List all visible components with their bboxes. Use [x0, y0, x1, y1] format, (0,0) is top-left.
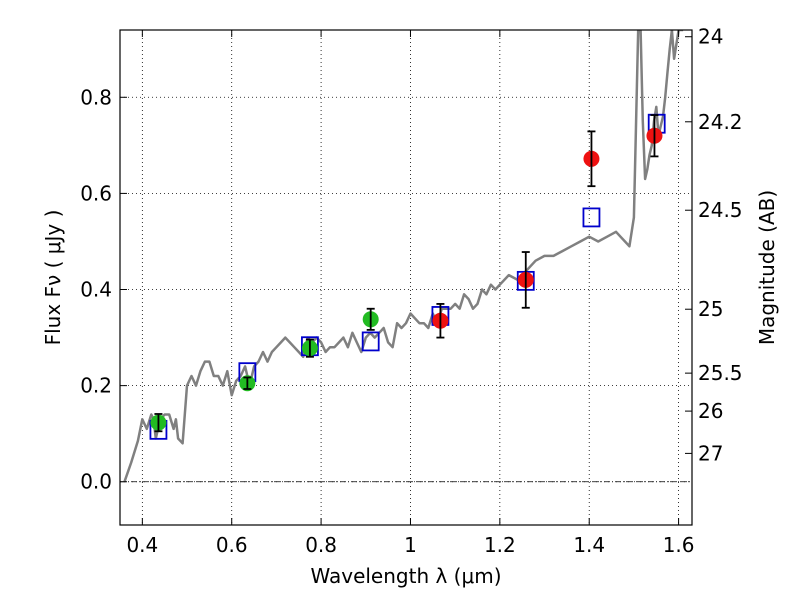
x-axis-label: Wavelength λ (μm) — [310, 564, 501, 588]
x-tick-label: 1.2 — [484, 533, 516, 557]
mag-tick-label: 24 — [698, 25, 723, 49]
y-tick-label: 0.8 — [80, 85, 112, 109]
plot-area — [123, 30, 684, 483]
mag-tick-label: 24.2 — [698, 110, 743, 134]
tick-labels: 0.4 0.6 0.8 1 1.2 1.4 1.6 0.0 0.2 0.4 0.6 0.8 24 24.2… — [80, 25, 742, 557]
y-tick-label: 0.2 — [80, 374, 112, 398]
y-tick-label: 0.6 — [80, 181, 112, 205]
model-square — [582, 207, 601, 228]
spectrum-line — [123, 30, 684, 483]
x-tick-label: 0.4 — [126, 533, 158, 557]
mag-tick-label: 27 — [698, 441, 723, 465]
tick-marks — [120, 30, 692, 525]
right-axis-label: Magnitude (AB) — [755, 190, 779, 345]
y-tick-label: 0.4 — [80, 278, 112, 302]
y-tick-label: 0.0 — [80, 470, 112, 494]
x-tick-label: 1.4 — [573, 533, 605, 557]
x-tick-label: 0.6 — [216, 533, 248, 557]
grid — [120, 30, 692, 525]
x-tick-label: 1.6 — [663, 533, 695, 557]
mag-tick-label: 25 — [698, 297, 723, 321]
x-tick-label: 0.8 — [305, 533, 337, 557]
mag-tick-label: 25.5 — [698, 361, 743, 385]
axes-frame — [119, 29, 693, 526]
x-tick-label: 1 — [404, 533, 417, 557]
y-axis-label: Flux Fν ( μJy ) — [41, 210, 65, 346]
model-square — [361, 331, 380, 352]
mag-tick-label: 24.5 — [698, 198, 743, 222]
mag-tick-label: 26 — [698, 399, 723, 423]
